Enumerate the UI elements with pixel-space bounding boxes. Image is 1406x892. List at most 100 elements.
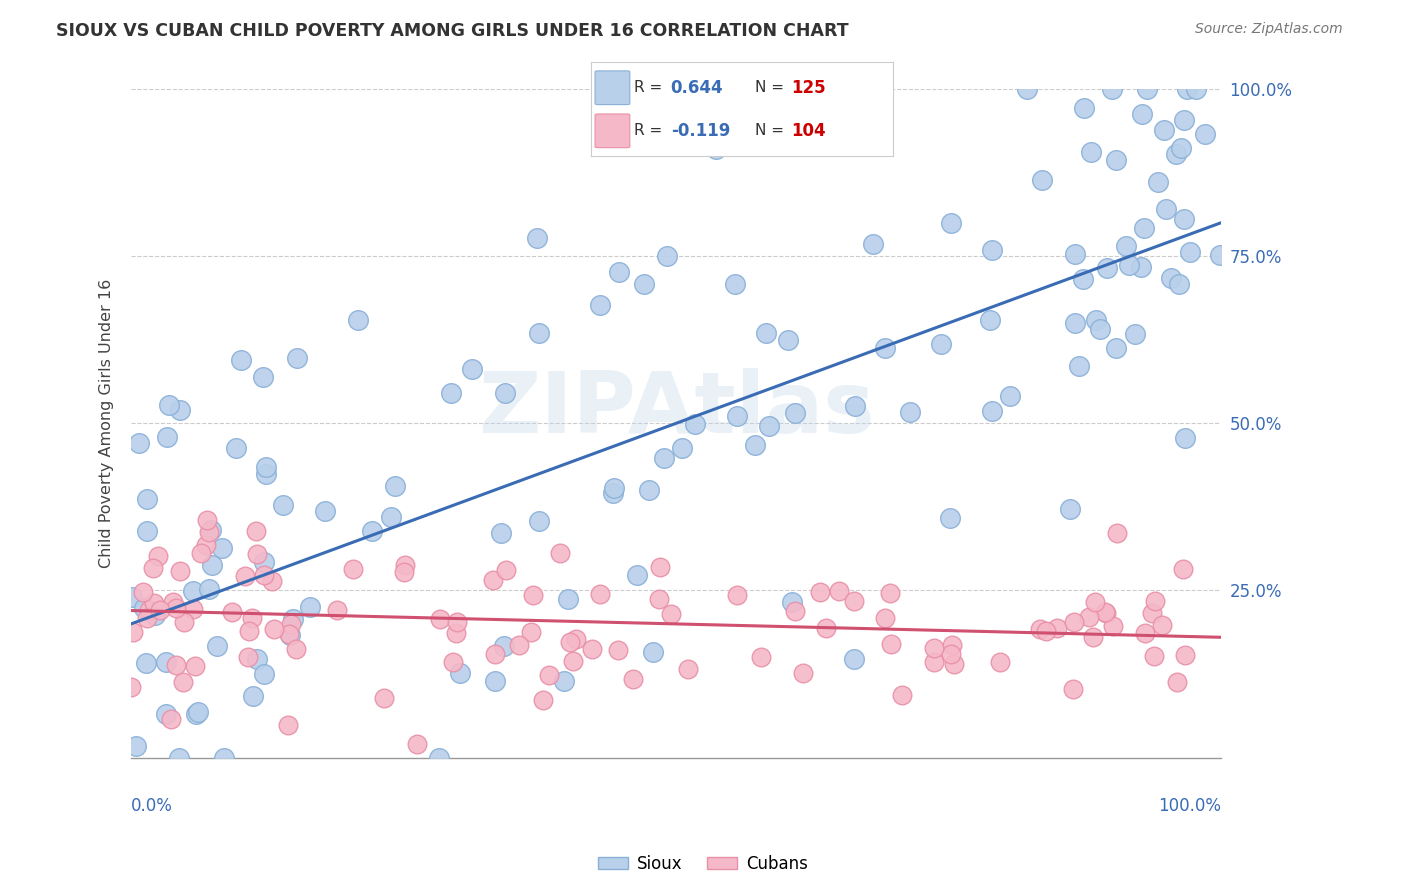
Point (922, 641, 945, 656)
Point (553, 674, 575, 689)
Y-axis label: Child Poverty Among Girls Under 16: Child Poverty Among Girls Under 16 (100, 278, 114, 568)
Point (173, 615, 195, 629)
Point (785, 405, 807, 419)
Text: 104: 104 (792, 122, 827, 140)
Point (1080, 145, 1102, 159)
Point (494, 386, 516, 401)
Point (1175, 82, 1198, 96)
Point (373, 691, 395, 706)
Point (253, 555, 276, 569)
Point (657, 249, 679, 263)
Point (522, 588, 544, 602)
Point (240, 610, 263, 624)
Point (482, 574, 505, 588)
Point (392, 566, 415, 580)
Point (980, 243, 1002, 257)
Point (277, 718, 299, 732)
Point (1143, 649, 1166, 664)
Point (262, 574, 284, 588)
Point (1170, 141, 1192, 155)
Point (1166, 147, 1188, 161)
Point (156, 430, 179, 444)
Point (979, 313, 1001, 327)
Point (558, 635, 581, 649)
Point (808, 584, 831, 599)
Point (1031, 173, 1053, 187)
Point (441, 656, 464, 670)
Point (650, 559, 672, 574)
Point (529, 326, 551, 340)
Point (758, 418, 780, 433)
Point (149, 603, 172, 617)
Point (873, 341, 896, 355)
Point (169, 565, 191, 579)
Point (744, 437, 766, 451)
Point (429, 612, 451, 626)
Point (165, 657, 187, 672)
Point (1063, 247, 1085, 261)
Point (589, 586, 612, 600)
Point (1133, 626, 1156, 640)
Point (755, 326, 778, 340)
Point (212, 750, 235, 764)
Point (603, 481, 626, 495)
Point (394, 558, 416, 573)
Point (1154, 202, 1177, 216)
Point (548, 546, 571, 560)
Point (606, 643, 628, 657)
Point (1015, 82, 1038, 96)
Point (181, 602, 204, 616)
Point (1073, 101, 1095, 115)
Point (246, 652, 269, 666)
Point (325, 602, 347, 616)
Text: R =: R = (634, 80, 662, 95)
Point (253, 666, 276, 681)
Point (198, 525, 221, 540)
Point (1147, 175, 1170, 189)
Point (200, 523, 222, 537)
Point (1071, 272, 1094, 286)
Point (1069, 359, 1091, 374)
Point (873, 610, 896, 624)
Point (491, 525, 513, 540)
Point (252, 370, 274, 384)
Point (998, 389, 1021, 403)
Point (146, 549, 169, 564)
Point (648, 592, 671, 607)
Point (461, 361, 484, 376)
Point (1185, 82, 1208, 96)
Point (537, 668, 560, 682)
Point (531, 693, 554, 707)
Point (172, 675, 194, 690)
Point (142, 560, 165, 574)
Text: N =: N = (755, 80, 785, 95)
Point (922, 655, 945, 669)
Text: 125: 125 (792, 78, 827, 96)
Point (1130, 106, 1153, 120)
Point (278, 627, 301, 641)
Point (780, 595, 803, 609)
Point (135, 657, 157, 671)
Point (638, 483, 661, 497)
Point (187, 705, 209, 719)
Point (929, 337, 952, 351)
Point (683, 417, 706, 432)
Point (484, 673, 506, 688)
Point (641, 645, 664, 659)
Point (271, 498, 294, 512)
Point (120, 680, 142, 694)
Point (1094, 605, 1116, 619)
Point (1160, 270, 1182, 285)
Point (1129, 260, 1152, 275)
Point (254, 467, 277, 481)
Point (384, 479, 406, 493)
Point (678, 662, 700, 676)
Point (1064, 316, 1087, 330)
FancyBboxPatch shape (595, 70, 630, 104)
Point (211, 541, 233, 556)
Point (1084, 313, 1107, 327)
Point (427, 750, 450, 764)
Point (880, 637, 903, 651)
Point (242, 689, 264, 703)
Point (495, 563, 517, 577)
